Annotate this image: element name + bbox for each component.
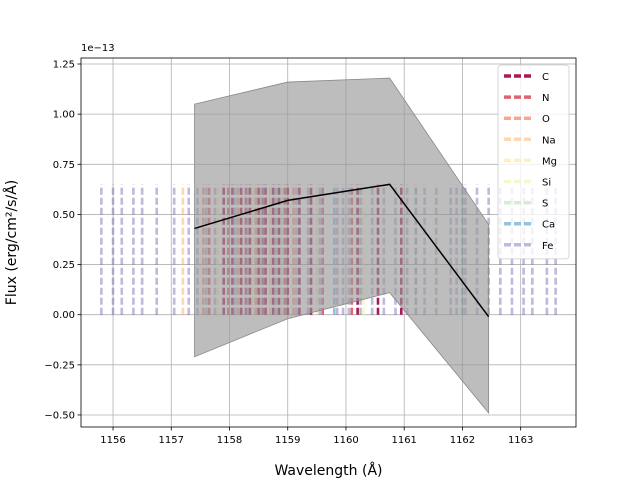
y-tick-label: 1.25 [53,60,75,71]
x-tick-label: 1163 [508,435,533,446]
uncertainty-band [194,77,490,415]
legend-label-na: Na [542,135,556,146]
y-tick-label: 0.75 [53,160,75,171]
x-tick-label: 1158 [217,435,242,446]
legend-label-mg: Mg [542,156,557,167]
y-tick-label: 0.25 [53,260,75,271]
legend-label-o: O [542,114,550,125]
legend-label-ca: Ca [542,220,555,231]
legend-label-fe: Fe [542,241,553,252]
legend: CNO Na Mg Si S Ca Fe [497,64,570,260]
uncertainty-area [194,77,490,415]
y-offset-text: 1e−13 [81,43,115,54]
x-tick-label: 1157 [159,435,184,446]
legend-label-s: S [542,199,548,210]
y-tick-label: 1.00 [53,110,75,121]
x-tick-label: 1162 [450,435,475,446]
x-tick-label: 1159 [275,435,300,446]
x-tick-label: 1161 [391,435,416,446]
y-tick-label: 0.00 [53,310,75,321]
flux-series [194,183,490,318]
y-tick-label: −0.25 [44,360,75,371]
legend-label-si: Si [542,178,551,189]
y-tick-label: 0.50 [53,210,75,221]
plot-frame [80,57,577,428]
x-tick-label: 1160 [333,435,358,446]
flux-line [194,183,490,318]
y-axis-label: Flux (erg/cm²/s/Å) [3,180,20,305]
x-tick-label: 1156 [100,435,125,446]
legend-box [497,64,570,260]
axis-ticks: 1156 1157 1158 1159 1160 1161 1162 1163 −0.50 −0.… [44,60,533,446]
x-axis-label: Wavelength (Å) [274,462,382,479]
legend-label-n: N [542,93,549,104]
y-tick-label: −0.50 [44,410,75,421]
legend-label-c: C [542,72,549,83]
